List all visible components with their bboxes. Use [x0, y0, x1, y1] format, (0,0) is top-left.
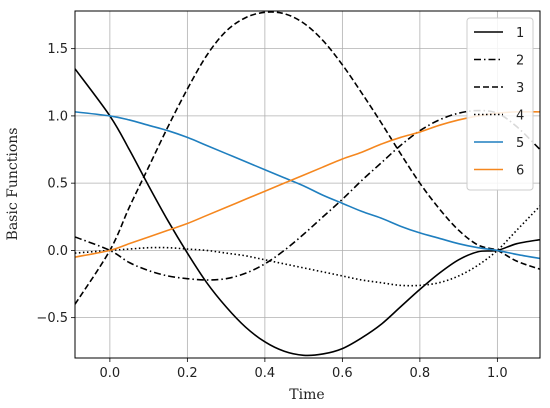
x-tick-label: 0.8 [410, 366, 431, 381]
series-line-1 [75, 68, 540, 357]
legend: 1 2 3 4 5 6 [466, 17, 534, 191]
x-tick-label: 0.6 [332, 366, 353, 381]
series-line-3 [75, 11, 540, 305]
y-tick-label: −0.5 [36, 311, 68, 326]
series-line-2 [75, 109, 540, 281]
legend-label-1: 1 [516, 26, 524, 41]
y-tick-label: 0.0 [47, 244, 68, 259]
ticks: 0.0 0.2 0.4 0.6 0.8 1.0 −0.5 0.0 0.5 1.0 1.5 [36, 42, 507, 381]
x-axis-label: Time [289, 387, 324, 403]
grid [75, 11, 540, 358]
legend-box [466, 17, 534, 191]
x-tick-label: 0.0 [100, 366, 121, 381]
x-tick-label: 0.4 [255, 366, 276, 381]
y-tick-label: 0.5 [47, 177, 68, 192]
series-layer [75, 11, 540, 357]
y-axis-label: Basic Functions [5, 128, 21, 241]
x-tick-label: 0.2 [177, 366, 198, 381]
series-line-6 [75, 110, 540, 258]
y-tick-label: 1.5 [47, 42, 68, 57]
legend-label-6: 6 [516, 164, 524, 179]
series-line-5 [75, 111, 540, 260]
series-line-4 [75, 205, 540, 287]
legend-label-2: 2 [516, 54, 524, 69]
legend-label-5: 5 [516, 136, 524, 151]
plot-frame [74, 10, 541, 359]
y-tick-label: 1.0 [47, 109, 68, 124]
legend-label-3: 3 [516, 81, 524, 96]
x-tick-label: 1.0 [487, 366, 508, 381]
legend-label-4: 4 [516, 109, 524, 124]
